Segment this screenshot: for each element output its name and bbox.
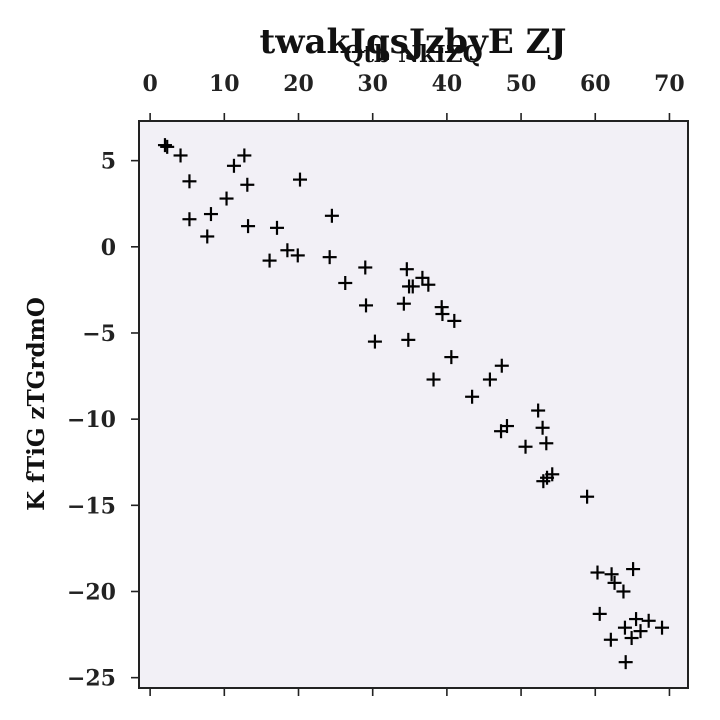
- data-point: [338, 276, 353, 290]
- x-tick-label: 0: [142, 71, 157, 97]
- data-point: [157, 138, 172, 153]
- data-point: [226, 158, 241, 173]
- data-point: [203, 207, 218, 222]
- data-point: [494, 358, 509, 373]
- data-point: [545, 467, 560, 482]
- y-tick-label: 0: [101, 235, 116, 261]
- x-tick-label: 30: [357, 71, 388, 97]
- y-tick-label: −20: [67, 579, 116, 605]
- y-axis-label: K fTiG zTGrdmO: [23, 297, 50, 511]
- y-tick-label: −10: [67, 407, 116, 433]
- data-point: [518, 439, 533, 454]
- data-point: [241, 219, 256, 234]
- chart-title: twakIqsJzbyE ZJ: [260, 22, 567, 62]
- data-point: [633, 624, 648, 639]
- data-point: [182, 212, 197, 227]
- data-point: [401, 332, 416, 347]
- data-point: [359, 298, 374, 313]
- data-point: [641, 613, 656, 628]
- data-point: [499, 419, 514, 434]
- data-point: [367, 334, 382, 349]
- data-points: [157, 138, 670, 670]
- y-tick-label: 5: [101, 149, 116, 175]
- data-point: [200, 229, 215, 244]
- data-point: [535, 420, 550, 435]
- data-point: [322, 250, 337, 265]
- data-point: [324, 208, 339, 223]
- data-point: [426, 372, 441, 387]
- data-point: [626, 562, 641, 577]
- data-point: [444, 350, 459, 365]
- data-point: [435, 307, 450, 322]
- data-point: [173, 148, 188, 163]
- x-tick-label: 40: [432, 71, 463, 97]
- data-point: [580, 489, 595, 504]
- data-point: [624, 631, 639, 646]
- data-point: [655, 620, 670, 635]
- x-tick-label: 20: [283, 71, 314, 97]
- data-point: [607, 575, 622, 590]
- data-point: [482, 372, 497, 387]
- data-point: [280, 243, 295, 258]
- y-tick-label: −25: [67, 666, 116, 692]
- data-point: [160, 139, 175, 154]
- data-point: [262, 253, 277, 268]
- data-point: [603, 632, 618, 647]
- data-point: [292, 172, 307, 187]
- data-point: [396, 296, 411, 311]
- data-point: [604, 567, 619, 582]
- y-axis-ticks: 5 0 −5 −10 −15 −20 −25: [67, 149, 139, 692]
- data-point: [590, 565, 605, 580]
- x-tick-label: 70: [654, 71, 685, 97]
- data-point: [617, 620, 632, 635]
- data-point: [405, 279, 420, 294]
- x-axis-ticks: 0 10 20 30 40 50 60 70: [142, 71, 685, 696]
- data-point: [219, 191, 234, 206]
- y-tick-label: −15: [67, 493, 116, 519]
- data-point: [629, 612, 644, 627]
- data-point: [358, 260, 373, 275]
- data-point: [465, 389, 480, 404]
- data-point: [618, 655, 633, 670]
- data-point: [616, 584, 631, 599]
- data-point: [237, 148, 252, 163]
- data-point: [290, 248, 305, 263]
- data-point: [240, 177, 255, 192]
- data-point: [531, 403, 546, 418]
- data-point: [269, 220, 284, 235]
- y-tick-label: −5: [82, 321, 116, 347]
- x-axis-label: Qtb NkIZQ: [343, 41, 482, 68]
- plot-area: [138, 120, 689, 689]
- data-point: [415, 270, 430, 285]
- x-tick-label: 10: [209, 71, 240, 97]
- data-point: [399, 262, 414, 277]
- x-tick-label: 60: [580, 71, 611, 97]
- x-tick-label: 50: [506, 71, 537, 97]
- data-point: [182, 174, 197, 189]
- data-point: [592, 606, 607, 621]
- data-point: [539, 436, 554, 451]
- data-point: [447, 313, 462, 328]
- data-point: [421, 277, 436, 292]
